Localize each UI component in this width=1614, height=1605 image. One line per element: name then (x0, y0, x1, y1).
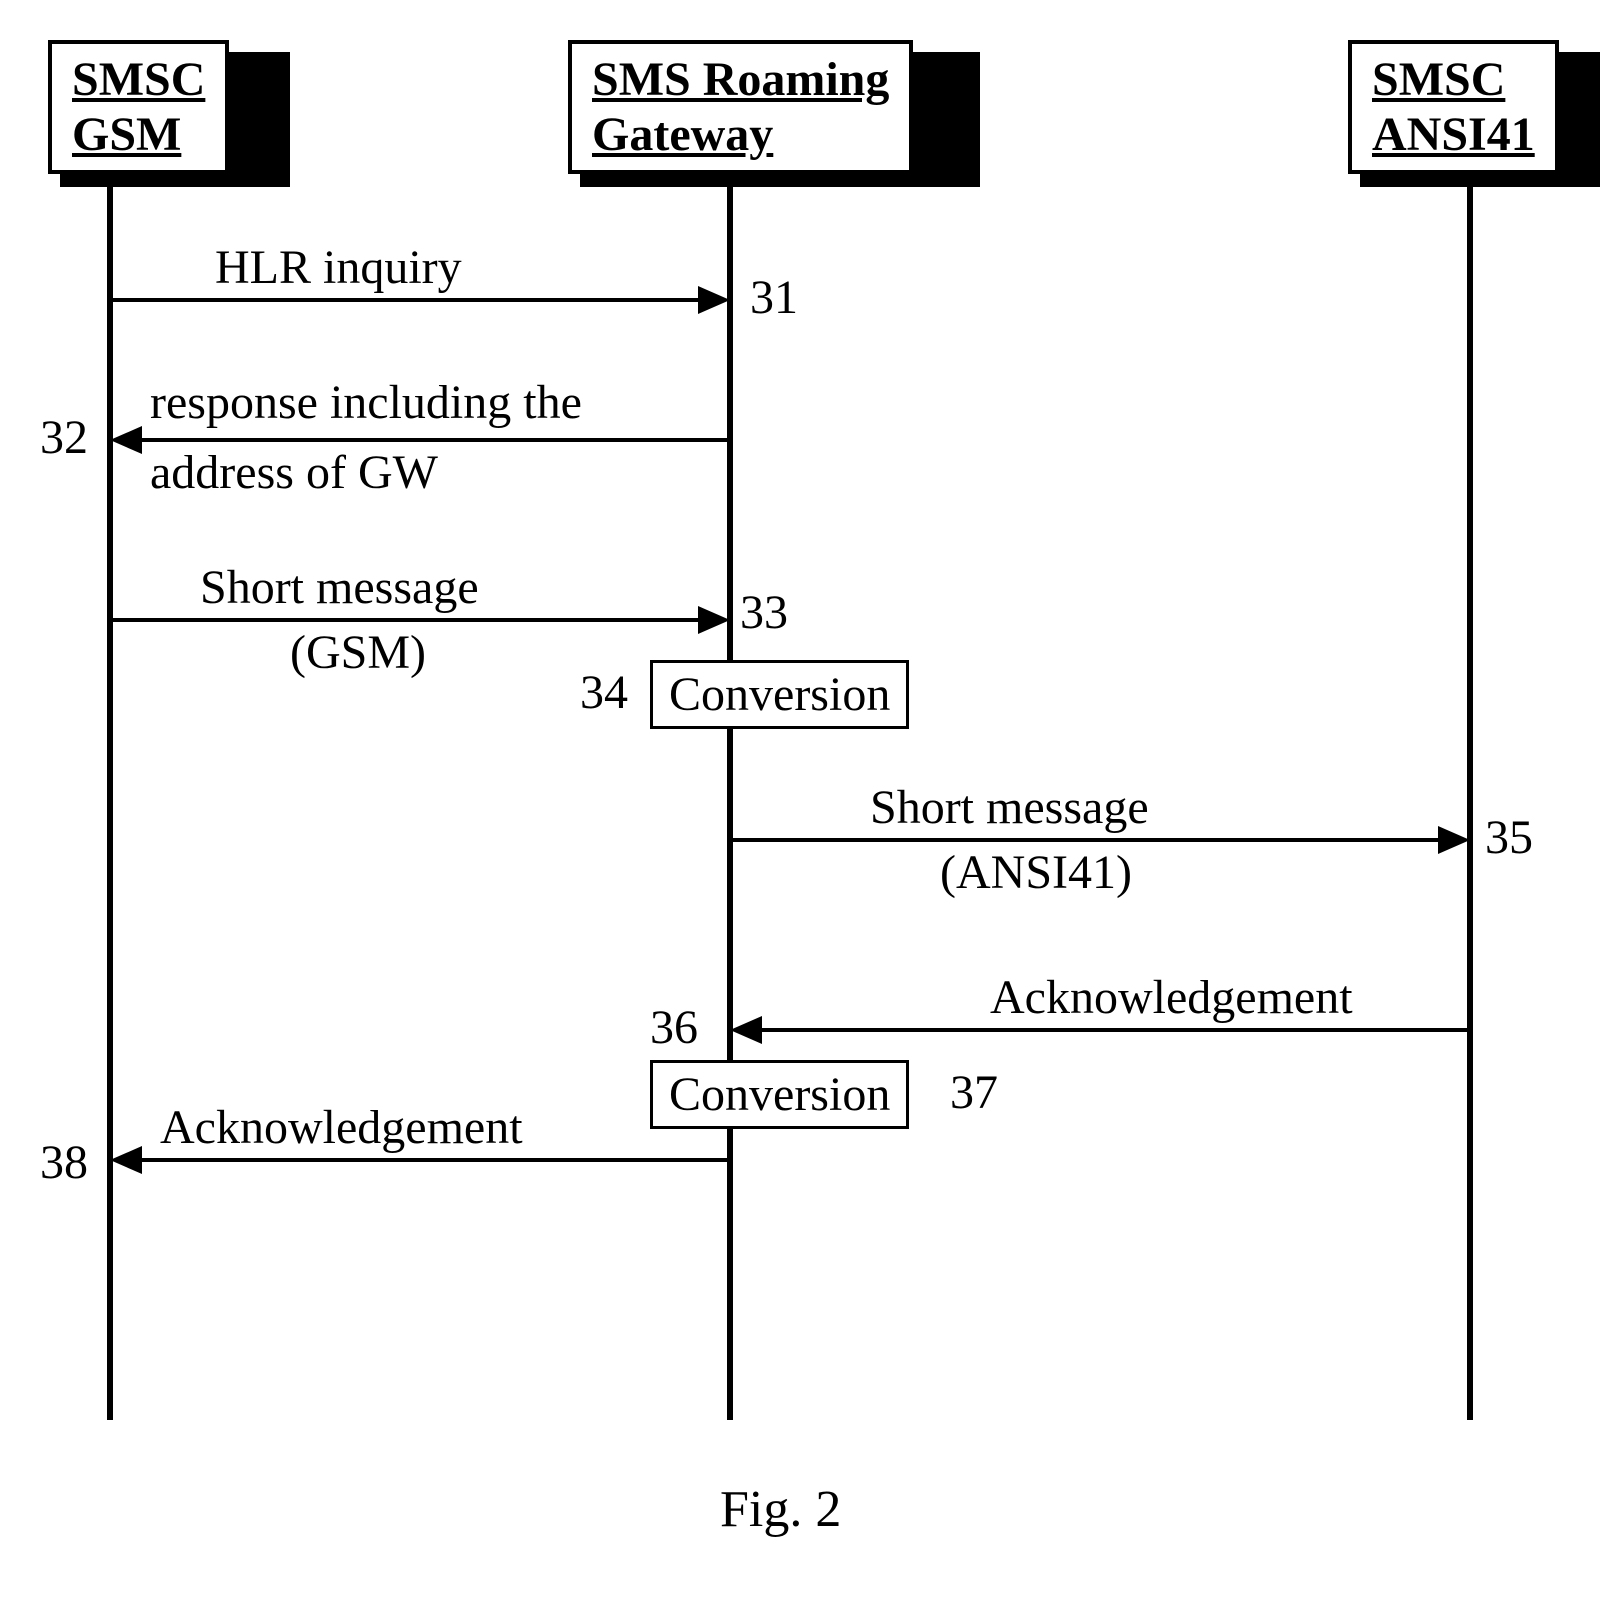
ref-31: 31 (750, 270, 798, 325)
sequence-diagram: SMSC GSM SMS Roaming Gateway SMSC ANSI41… (40, 40, 1574, 1565)
message-label-response: response including the (150, 375, 582, 430)
message-label-short-ansi: Short message (870, 780, 1149, 835)
participant-label: SMS Roaming (592, 52, 889, 107)
ref-36: 36 (650, 1000, 698, 1055)
ref-32: 32 (40, 410, 88, 465)
message-label-short-ansi-2: (ANSI41) (940, 845, 1132, 900)
ref-34: 34 (580, 665, 628, 720)
message-arrow (730, 838, 1440, 842)
participant-label: SMSC (72, 52, 205, 107)
arrowhead-icon (1438, 826, 1470, 854)
lifeline-smsc-ansi41 (1467, 180, 1473, 1420)
arrowhead-icon (730, 1016, 762, 1044)
ref-35: 35 (1485, 810, 1533, 865)
activity-conversion-37: Conversion (650, 1060, 909, 1129)
ref-37: 37 (950, 1065, 998, 1120)
message-label-ack-38: Acknowledgement (160, 1100, 523, 1155)
participant-label: Gateway (592, 107, 889, 162)
message-label-hlr-inquiry: HLR inquiry (215, 240, 462, 295)
participant-label: GSM (72, 107, 205, 162)
lifeline-smsc-gsm (107, 180, 113, 1420)
arrowhead-icon (698, 606, 730, 634)
message-label-ack-36: Acknowledgement (990, 970, 1353, 1025)
ref-38: 38 (40, 1135, 88, 1190)
participant-label: SMSC (1372, 52, 1535, 107)
figure-caption: Fig. 2 (720, 1480, 841, 1539)
arrowhead-icon (110, 1146, 142, 1174)
ref-33: 33 (740, 585, 788, 640)
participant-label: ANSI41 (1372, 107, 1535, 162)
message-label-response-2: address of GW (150, 445, 438, 500)
participant-smsc-ansi41: SMSC ANSI41 (1348, 40, 1559, 174)
arrowhead-icon (698, 286, 730, 314)
activity-conversion-34: Conversion (650, 660, 909, 729)
participant-smsc-gsm: SMSC GSM (48, 40, 229, 174)
lifeline-gateway (727, 180, 733, 1420)
message-arrow (760, 1028, 1470, 1032)
arrowhead-icon (110, 426, 142, 454)
message-arrow (110, 618, 700, 622)
message-arrow (140, 438, 730, 442)
message-arrow (110, 298, 700, 302)
message-label-short-gsm-2: (GSM) (290, 625, 426, 680)
message-arrow (140, 1158, 730, 1162)
participant-sms-roaming-gateway: SMS Roaming Gateway (568, 40, 913, 174)
message-label-short-gsm: Short message (200, 560, 479, 615)
